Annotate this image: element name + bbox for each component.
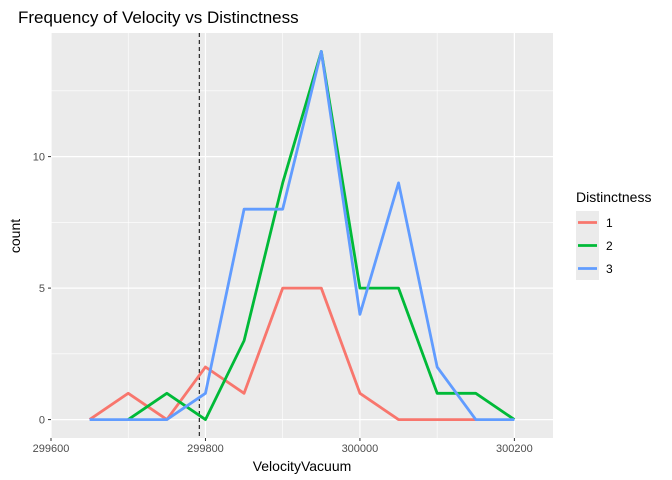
series-line-1 (88, 286, 476, 421)
x-tick-label: 300000 (342, 443, 379, 455)
x-tick-label: 299600 (33, 443, 70, 455)
legend-label: 2 (606, 239, 613, 253)
legend-title: Distinctness (576, 189, 651, 205)
series-group (88, 50, 516, 421)
y-axis-title: count (7, 219, 23, 253)
x-tick-label: 299800 (187, 443, 224, 455)
legend-label: 1 (606, 216, 613, 230)
y-axis: 0 5 10 (33, 152, 51, 427)
y-tick-label: 10 (33, 152, 45, 164)
grid-minor (51, 33, 553, 438)
x-tick-label: 300200 (496, 443, 533, 455)
legend: Distinctness 1 2 3 (576, 189, 651, 280)
x-axis-title: VelocityVacuum (253, 458, 352, 474)
series-line-3 (89, 50, 515, 421)
chart-title: Frequency of Velocity vs Distinctness (18, 8, 299, 27)
plot-panel (51, 33, 553, 438)
legend-label: 3 (606, 262, 613, 276)
y-tick-label: 5 (39, 283, 45, 295)
y-tick-label: 0 (39, 415, 45, 427)
x-axis: 299600 299800 300000 300200 (33, 438, 533, 455)
